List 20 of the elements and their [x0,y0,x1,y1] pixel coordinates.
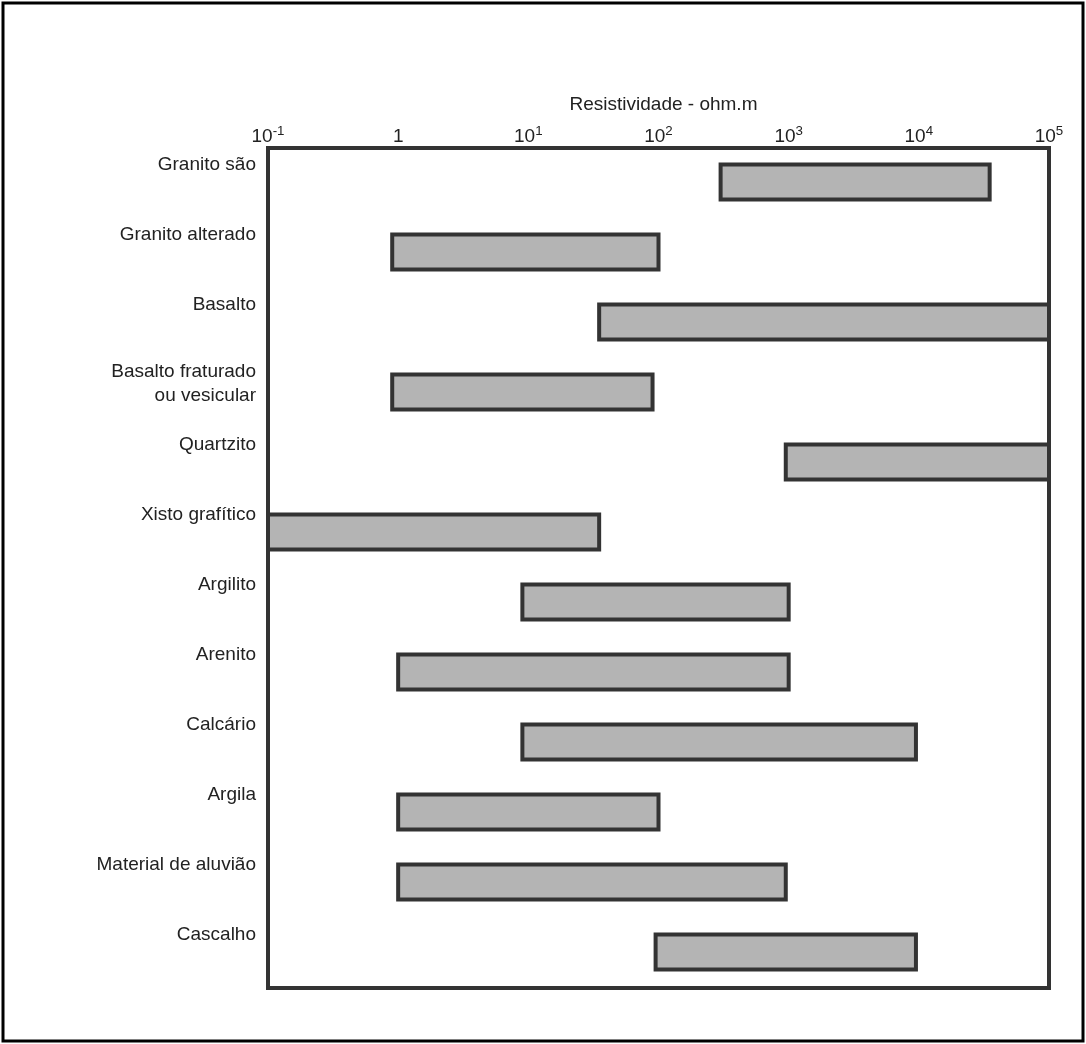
x-tick-label: 1 [392,125,404,146]
y-tick-label: Quartzito [178,432,256,454]
y-tick-label: Material de aluvião [96,852,256,874]
y-tick-label: Granito alterado [119,222,256,244]
y-tick-label: Basalto fraturado ou vesicular [111,359,257,405]
x-tick-label: 10$^{2}$ [644,122,673,146]
y-tick-label: Cascalho [176,922,256,944]
x-tick-label: 10$^{4}$ [904,122,934,146]
y-tick-label: Argilito [197,572,256,594]
x-tick-label: 10$^{1}$ [514,122,543,146]
y-tick-label: Arenito [195,642,256,664]
y-tick-label: Granito são [157,152,256,174]
y-tick-label: Calcário [186,712,256,734]
y-tick-label: Argila [207,782,257,804]
y-tick-label: Basalto [192,292,256,314]
x-tick-label: 10$^{5}$ [1034,122,1064,146]
y-tick-label: Xisto grafítico [140,502,256,524]
x-axis-title: Resistividade - ohm.m [569,93,758,114]
x-tick-label: 10$^{-1}$ [251,122,285,146]
x-tick-label: 10$^{3}$ [774,122,803,146]
